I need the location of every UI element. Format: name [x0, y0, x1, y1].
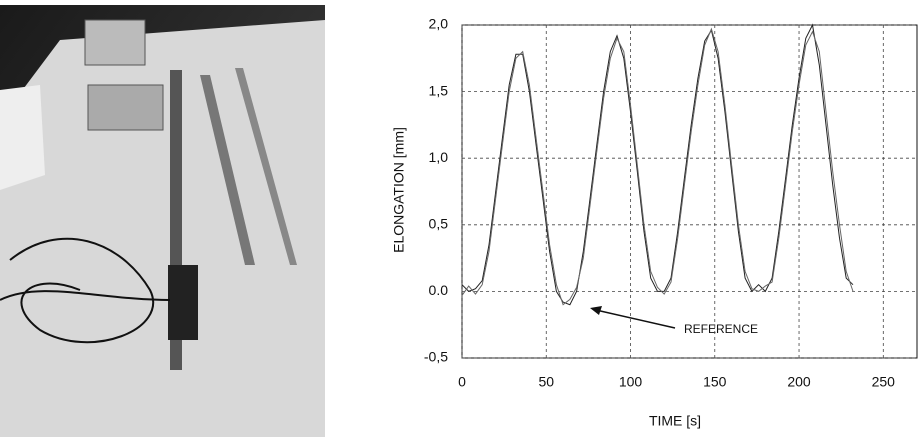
x-axis-label: TIME [s] — [649, 413, 701, 429]
arrow-head — [590, 306, 602, 315]
plot-frame — [461, 24, 918, 359]
y-tick-label: 1,5 — [429, 82, 449, 98]
y-tick-label: 0.0 — [429, 282, 449, 298]
x-tick-label: 0 — [458, 374, 466, 390]
annotation: REFERENCE — [684, 322, 758, 336]
y-tick-label: 2,0 — [429, 16, 449, 32]
x-tick-label: 200 — [787, 374, 811, 390]
x-tick-label: 250 — [872, 374, 896, 390]
data-line — [461, 23, 854, 306]
data-line — [461, 27, 854, 306]
y-tick-label: -0,5 — [424, 349, 448, 365]
annotation-arrow — [595, 309, 676, 329]
y-axis-label: ELONGATION [mm] — [391, 127, 407, 253]
y-tick-label: 0,5 — [429, 216, 449, 232]
x-tick-label: 50 — [538, 374, 554, 390]
x-tick-label: 100 — [619, 374, 643, 390]
x-tick-label: 150 — [703, 374, 727, 390]
y-tick-label: 1,0 — [429, 149, 449, 165]
photo — [0, 5, 325, 437]
